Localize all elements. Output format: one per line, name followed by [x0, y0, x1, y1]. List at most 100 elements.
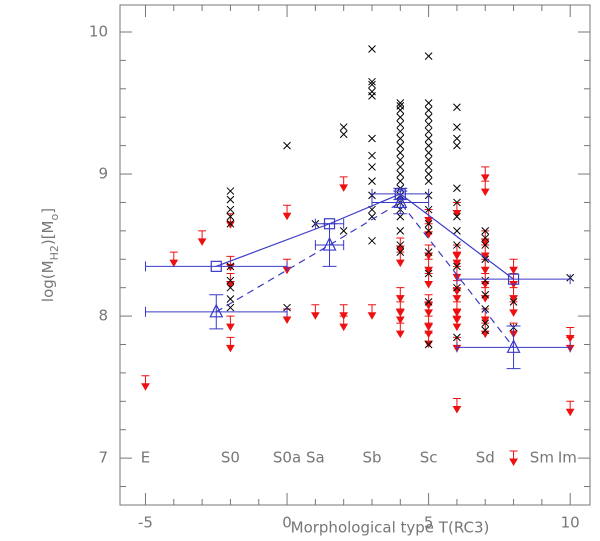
y-error-bar: [322, 223, 337, 267]
upper-limit: [509, 450, 518, 467]
upper-limit: [452, 265, 462, 282]
detection: [424, 113, 433, 122]
detection: [424, 205, 433, 214]
detection: [424, 298, 433, 306]
upper-limit: [226, 272, 235, 289]
series-line: [215, 201, 515, 348]
upper-limit: [480, 166, 490, 182]
detection: [339, 226, 348, 235]
detection: [424, 134, 433, 143]
upper-limit: [509, 287, 518, 303]
detection: [424, 148, 433, 157]
x-axis-label: Morphological type T(RC3): [291, 519, 490, 537]
type-label: Sm: [530, 449, 554, 467]
detection: [396, 113, 405, 122]
detection: [424, 120, 433, 129]
y-axis-label-part: ]: [39, 208, 57, 214]
type-label: Sb: [362, 449, 381, 467]
type-label: E: [141, 449, 150, 467]
detection: [226, 187, 235, 195]
upper-limit: [226, 315, 235, 332]
detection: [481, 234, 490, 242]
upper-limit: [424, 301, 433, 317]
detection: [453, 134, 461, 143]
detection: [424, 52, 433, 60]
detection: [453, 283, 461, 292]
detection: [396, 148, 405, 157]
detection: [368, 212, 376, 221]
y-tick-label: 8: [98, 307, 108, 325]
detection: [481, 319, 490, 328]
upper-limit: [480, 180, 490, 197]
detection: [396, 155, 405, 164]
detection: [226, 276, 235, 285]
y-tick-label: 7: [98, 449, 108, 467]
detection: [481, 305, 490, 313]
mean-marker: [322, 236, 337, 251]
detection: [226, 283, 235, 292]
type-label: Sa: [306, 449, 325, 467]
detection: [396, 141, 405, 150]
upper-limit: [565, 400, 575, 417]
detection: [339, 123, 348, 132]
detection: [453, 123, 461, 132]
detection: [283, 141, 291, 150]
detection: [424, 141, 433, 150]
detection: [453, 262, 461, 271]
upper-limit: [565, 326, 575, 343]
upper-limit: [509, 258, 518, 275]
detection: [424, 155, 433, 164]
detection: [424, 219, 433, 228]
detection: [226, 205, 235, 214]
upper-limit: [339, 315, 349, 332]
upper-limit: [395, 322, 405, 339]
detection: [368, 177, 376, 185]
detection: [424, 248, 433, 257]
detection: [453, 226, 461, 235]
detection: [424, 106, 433, 114]
y-axis-label-part: log(M: [39, 260, 57, 302]
mean-marker: [506, 338, 521, 353]
detection: [453, 103, 461, 112]
detection: [424, 177, 433, 185]
detection: [368, 236, 376, 245]
upper-limit: [452, 251, 462, 268]
y-axis-label-part: )[M: [39, 220, 57, 245]
upper-limit: [452, 397, 462, 414]
detection: [396, 134, 405, 143]
detection: [396, 226, 405, 235]
mean-marker: [209, 303, 224, 318]
type-label: S0: [221, 449, 240, 467]
upper-limit: [424, 332, 433, 349]
upper-limit: [509, 272, 518, 289]
detection: [226, 295, 235, 303]
detection: [396, 248, 405, 257]
detection: [424, 226, 433, 235]
detection: [481, 276, 490, 285]
upper-limit: [452, 287, 462, 303]
detection: [368, 77, 376, 86]
x-tick-label: 0: [282, 514, 292, 532]
detection: [481, 241, 490, 249]
x-tick-label: 5: [424, 514, 434, 532]
detection: [481, 326, 490, 335]
upper-limit: [310, 304, 320, 320]
detection: [396, 212, 405, 221]
series-line: [216, 193, 514, 280]
detection: [396, 177, 405, 185]
detection: [424, 163, 433, 171]
y-tick-label: 10: [89, 22, 108, 40]
detection: [368, 80, 376, 89]
y-axis-label-part: o: [48, 213, 61, 220]
type-label: S0a: [273, 449, 301, 467]
upper-limit: [197, 230, 207, 246]
y-axis-label: log(MH2)[Mo]: [39, 208, 61, 302]
detection: [368, 151, 376, 160]
detection: [368, 92, 376, 100]
detection: [424, 99, 433, 107]
y-tick-label: 9: [98, 165, 108, 183]
detection: [396, 163, 405, 171]
mean-marker: [210, 260, 222, 272]
detection: [453, 141, 461, 150]
type-label: Sc: [420, 449, 438, 467]
